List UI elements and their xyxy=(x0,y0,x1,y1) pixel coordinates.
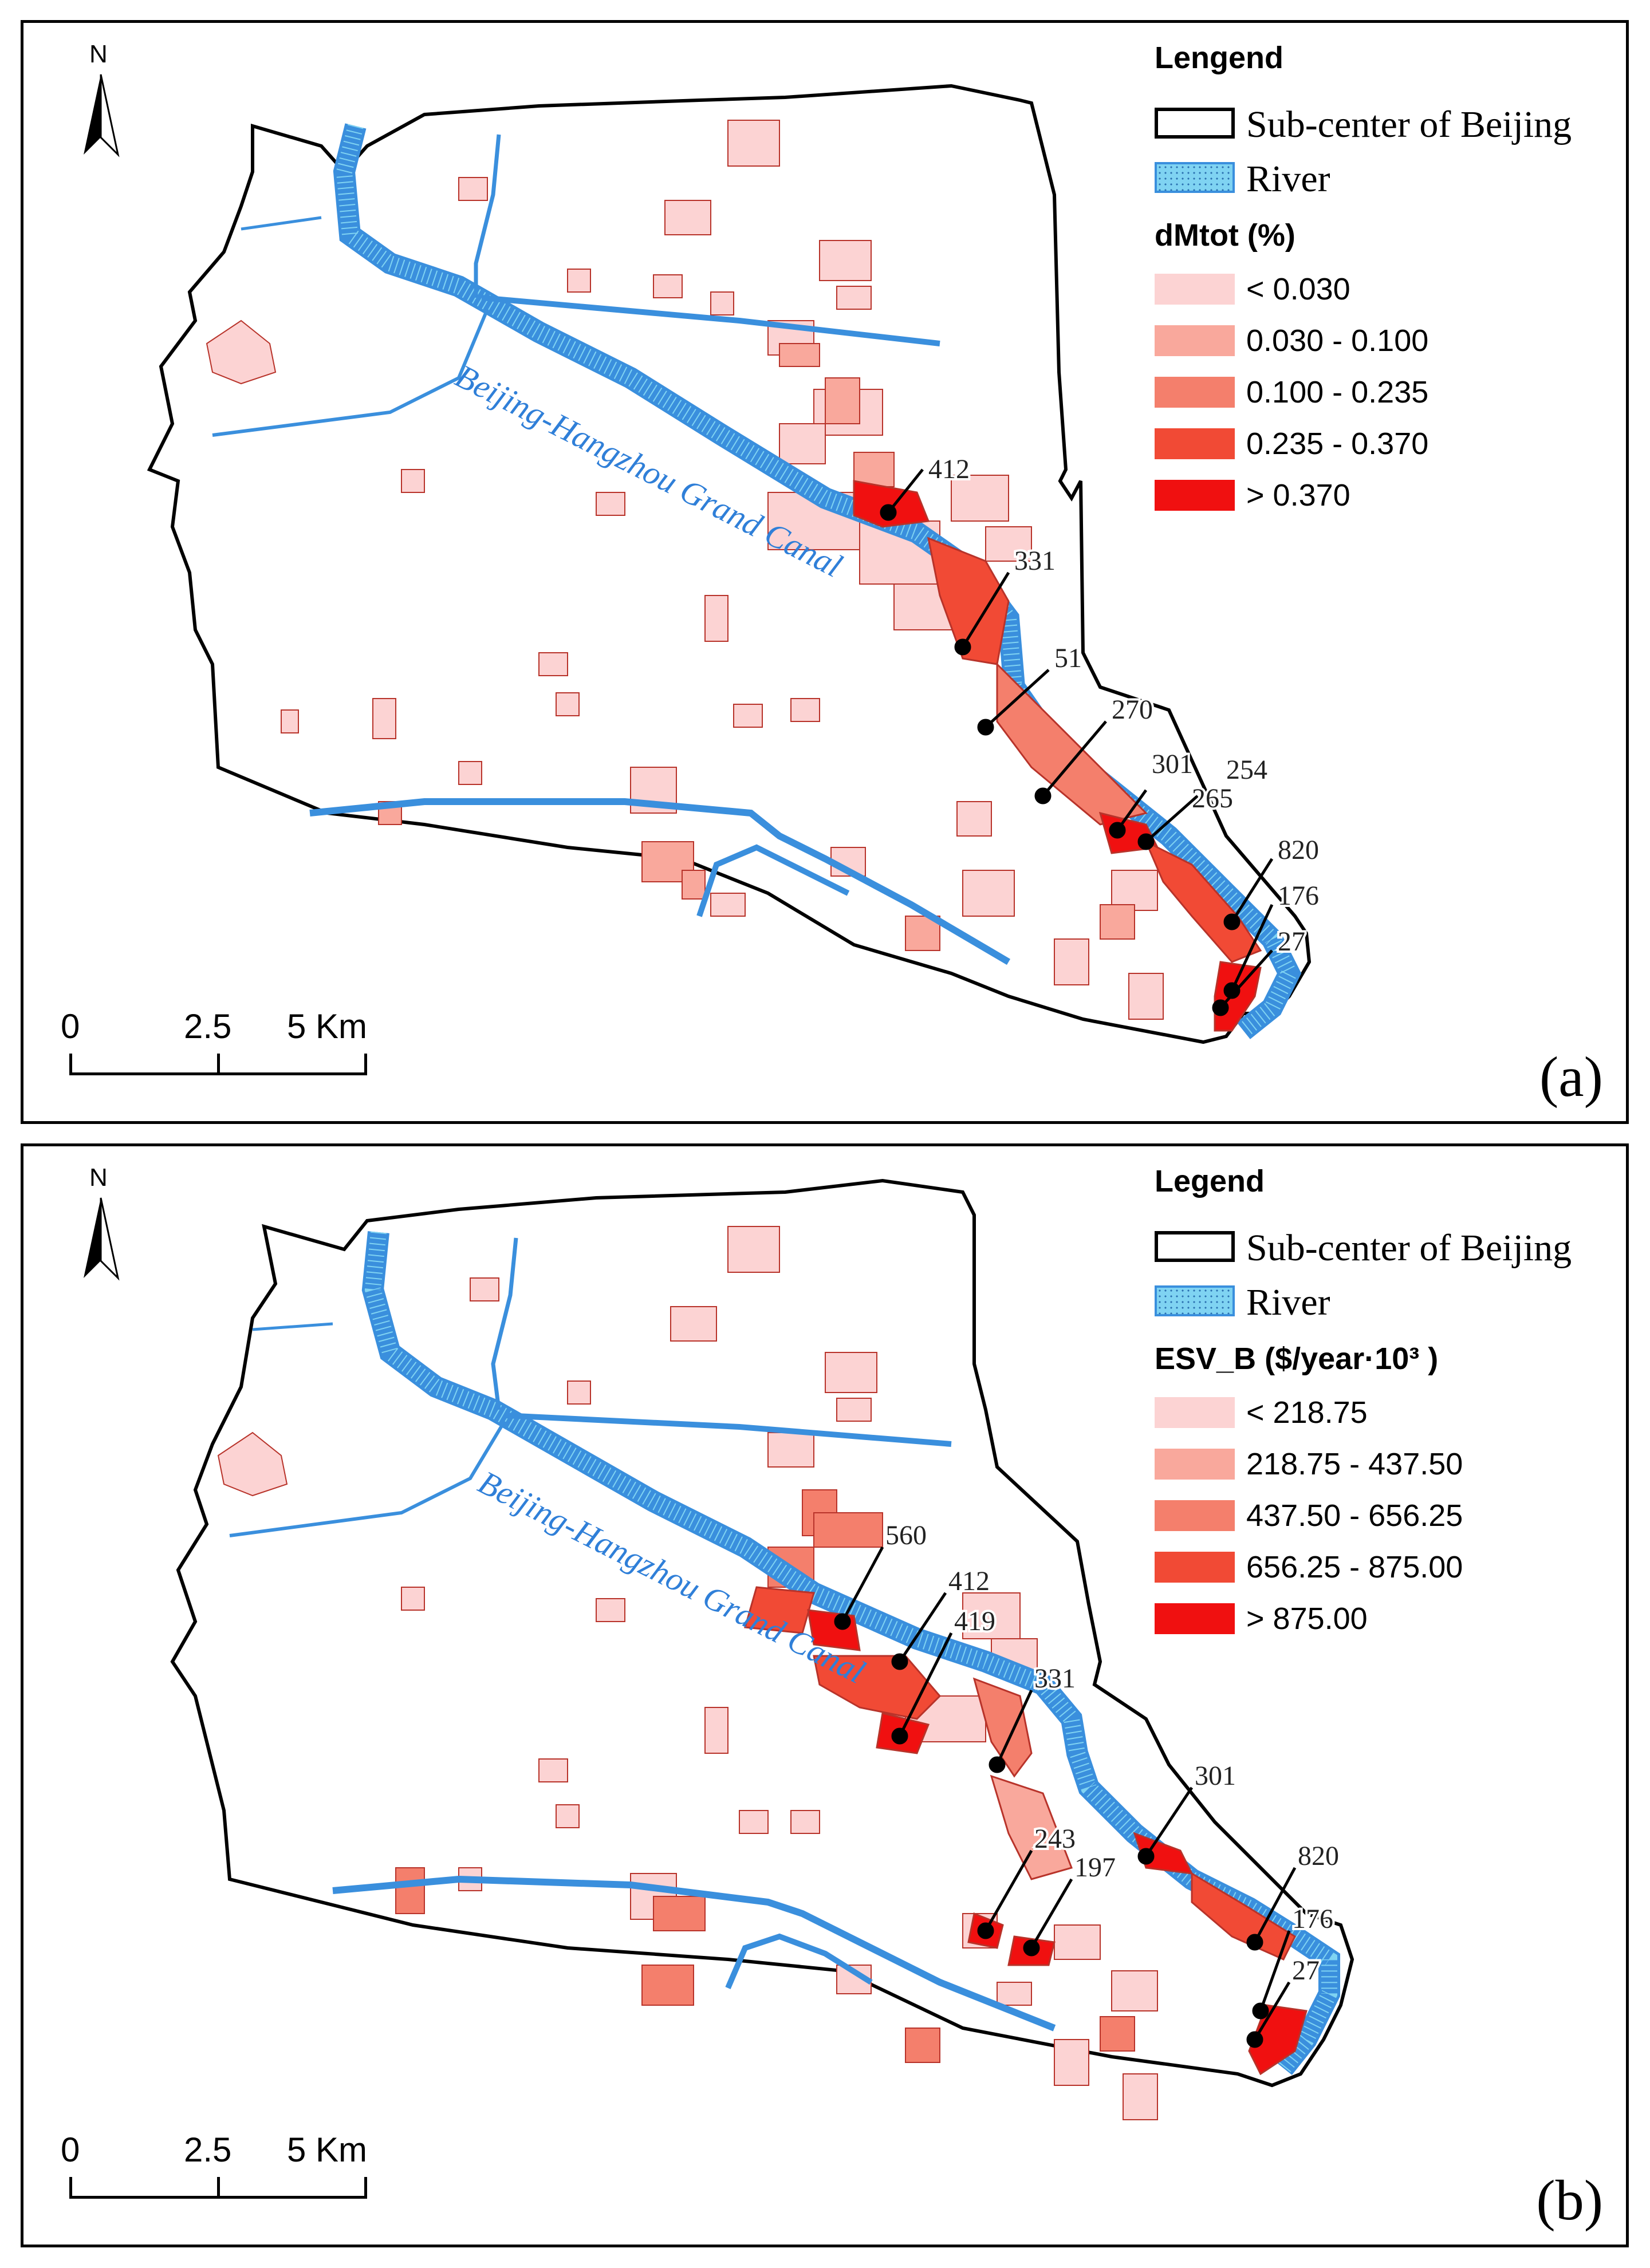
class-swatch xyxy=(1155,428,1235,459)
class-label: < 218.75 xyxy=(1246,1395,1368,1430)
class-label: 656.25 - 875.00 xyxy=(1246,1550,1463,1584)
map-panel-a: Beijing-Hangzhou Grand Canal 412 331 51 … xyxy=(21,20,1629,1124)
river-swatch xyxy=(1155,162,1235,193)
panel-letter: (b) xyxy=(1536,2168,1603,2232)
class-swatch xyxy=(1155,1397,1235,1428)
legend-b: Legend Sub-center of Beijing River ESV_B… xyxy=(1129,1158,1616,1673)
class-swatch xyxy=(1155,1603,1235,1634)
parcels-corridor xyxy=(853,480,1262,1032)
north-arrow-icon xyxy=(84,1197,120,1281)
class-swatch xyxy=(1155,274,1235,305)
callout-label: 331 xyxy=(1014,546,1056,576)
callout-label: 27 xyxy=(1278,926,1305,957)
callout-label: 412 xyxy=(928,454,970,484)
callout-label: 176 xyxy=(1292,1904,1333,1934)
callout-label: 197 xyxy=(1074,1852,1116,1883)
class-label: 218.75 - 437.50 xyxy=(1246,1447,1463,1481)
callout-label: 301 xyxy=(1195,1761,1236,1791)
callout-label: 331 xyxy=(1034,1663,1076,1694)
legend-field-title: dMtot (%) xyxy=(1155,218,1295,253)
class-label: < 0.030 xyxy=(1246,272,1350,306)
scale-label: 2.5 xyxy=(184,1007,232,1046)
north-label: N xyxy=(89,40,108,68)
scale-label: 2.5 xyxy=(184,2131,232,2169)
callout-label: 412 xyxy=(948,1566,990,1596)
river-network xyxy=(229,1231,1340,2075)
scale-tick xyxy=(364,1054,367,1075)
legend-title: Lengend xyxy=(1155,41,1283,75)
scale-label: 0 xyxy=(61,1007,80,1046)
class-swatch xyxy=(1155,1552,1235,1583)
river-label: River xyxy=(1246,1281,1330,1323)
boundary-swatch xyxy=(1155,108,1235,139)
north-arrow: N xyxy=(69,1163,132,1307)
class-label: > 0.370 xyxy=(1246,478,1350,512)
scale-label: 5 Km xyxy=(287,2131,368,2169)
parcels-light xyxy=(206,120,1164,1020)
callout-label: 243 xyxy=(1034,1824,1076,1854)
callout-label: 51 xyxy=(1054,643,1082,673)
boundary-label: Sub-center of Beijing xyxy=(1246,104,1572,145)
legend-a: Lengend Sub-center of Beijing River dMto… xyxy=(1129,34,1616,550)
class-label: 0.030 - 0.100 xyxy=(1246,324,1429,358)
callout-labels-a: 412 331 51 270 301 254 265 820 176 27 xyxy=(926,452,1321,959)
scale-bar: 0 2.5 5 Km xyxy=(46,2130,390,2227)
callout-group-b xyxy=(834,1546,1297,2048)
scale-label: 5 Km xyxy=(287,1007,368,1046)
north-arrow-icon xyxy=(84,74,120,157)
callout-label: 27 xyxy=(1292,1955,1320,1986)
scale-label: 0 xyxy=(61,2131,80,2169)
scale-bar: 0 2.5 5 Km xyxy=(46,1007,390,1104)
map-canvas-a: Beijing-Hangzhou Grand Canal 412 331 51 … xyxy=(147,84,1321,1044)
scale-tick xyxy=(217,1054,220,1075)
panel-letter: (a) xyxy=(1539,1045,1603,1109)
class-swatch xyxy=(1155,325,1235,356)
scale-tick xyxy=(217,2177,220,2199)
map-panel-b: Beijing-Hangzhou Grand Canal 560 412 419… xyxy=(21,1143,1629,2247)
class-label: 437.50 - 656.25 xyxy=(1246,1498,1463,1533)
river-label: River xyxy=(1246,158,1330,200)
class-swatch xyxy=(1155,1500,1235,1531)
callout-label: 560 xyxy=(885,1520,927,1551)
north-arrow: N xyxy=(69,40,132,183)
class-swatch xyxy=(1155,377,1235,408)
callout-label: 820 xyxy=(1278,835,1319,865)
parcels-medium xyxy=(378,343,1135,951)
north-label: N xyxy=(89,1163,108,1192)
class-swatch xyxy=(1155,1449,1235,1480)
scale-tick xyxy=(69,1054,72,1075)
callout-labels-b: 560 412 419 331 301 243 197 820 176 27 xyxy=(883,1518,1341,1988)
boundary-swatch xyxy=(1155,1231,1235,1262)
callout-label: 820 xyxy=(1298,1841,1339,1871)
callout-label: 301 xyxy=(1152,749,1193,779)
boundary-label: Sub-center of Beijing xyxy=(1246,1227,1572,1269)
class-label: 0.235 - 0.370 xyxy=(1246,427,1429,461)
scale-tick xyxy=(69,2177,72,2199)
callout-label: 176 xyxy=(1278,881,1319,911)
river-swatch xyxy=(1155,1285,1235,1316)
parcels-medium xyxy=(395,1489,1135,2063)
legend-field-title: ESV_B ($/year·10³ ) xyxy=(1155,1342,1439,1376)
class-label: 0.100 - 0.235 xyxy=(1246,375,1429,409)
callout-group-a xyxy=(880,468,1274,1016)
map-canvas-b: Beijing-Hangzhou Grand Canal 560 412 419… xyxy=(170,1178,1354,2120)
class-label: > 875.00 xyxy=(1246,1602,1368,1636)
scale-tick xyxy=(364,2177,367,2199)
legend-title: Legend xyxy=(1155,1164,1265,1198)
callout-label: 265 xyxy=(1192,783,1233,814)
class-swatch xyxy=(1155,480,1235,511)
callout-label: 419 xyxy=(954,1606,995,1636)
callout-label: 270 xyxy=(1112,695,1153,725)
callout-label: 254 xyxy=(1226,755,1267,785)
